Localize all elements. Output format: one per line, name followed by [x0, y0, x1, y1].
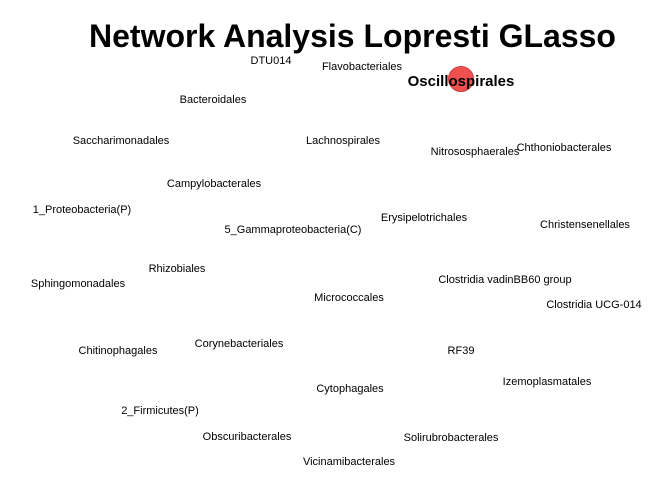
node-label: Vicinamibacterales: [302, 456, 396, 468]
node-label: Oscillospirales: [407, 73, 515, 90]
node-label: Lachnospirales: [306, 135, 380, 147]
node-label: Micrococcales: [314, 292, 384, 304]
node-label: Chthoniobacterales: [516, 142, 612, 154]
node-label: 1_Proteobacteria(P): [32, 204, 132, 216]
node-label: Sphingomonadales: [30, 278, 126, 290]
node-label: Flavobacteriales: [321, 61, 403, 73]
node-label: Clostridia UCG-014: [546, 299, 642, 311]
node-label: Erysipelotrichales: [380, 212, 468, 224]
node-label: Obscuribacterales: [202, 431, 292, 443]
node-label: Izemoplasmatales: [502, 376, 592, 388]
node-label: Clostridia vadinBB60 group: [438, 274, 572, 286]
node-label: 5_Gammaproteobacteria(C): [224, 224, 362, 236]
node-label: Rhizobiales: [148, 263, 206, 275]
node-label: DTU014: [250, 55, 292, 67]
node-label: Cytophagales: [316, 383, 384, 395]
node-label: Bacteroidales: [179, 94, 247, 106]
node-label: Saccharimonadales: [72, 135, 170, 147]
node-label: Chitinophagales: [78, 345, 158, 357]
highlight-node-dot: [448, 66, 474, 92]
node-label: Nitrososphaerales: [430, 146, 520, 158]
diagram-title: Network Analysis Lopresti GLasso: [89, 18, 616, 54]
node-label: RF39: [447, 345, 475, 357]
node-label: Corynebacteriales: [194, 338, 284, 350]
node-label: 2_Firmicutes(P): [121, 405, 199, 417]
node-label: Solirubrobacterales: [403, 432, 499, 444]
node-label: Campylobacterales: [166, 178, 262, 190]
node-label: Christensenellales: [540, 219, 630, 231]
